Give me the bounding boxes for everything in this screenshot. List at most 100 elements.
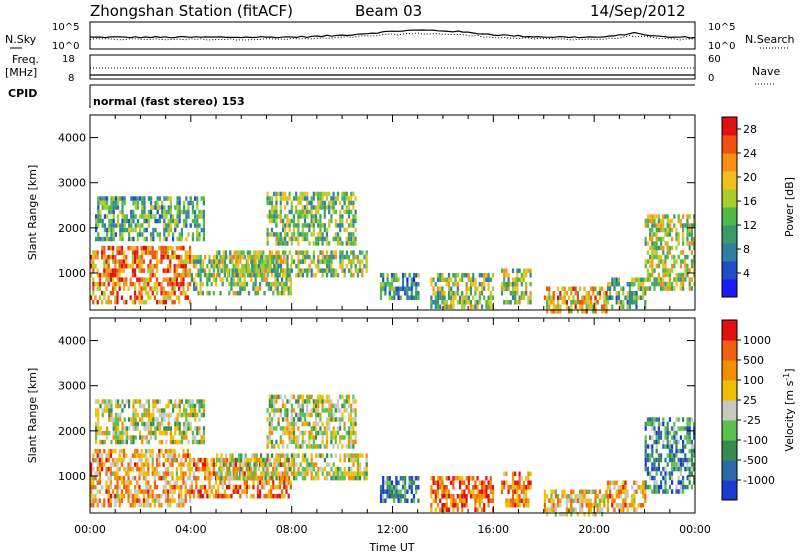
velocity-cell <box>527 480 530 485</box>
power-cell <box>182 263 185 269</box>
power-cell <box>255 254 258 260</box>
power-cell <box>140 259 143 264</box>
velocity-cell <box>657 453 660 458</box>
power-cell <box>156 254 159 260</box>
velocity-cell <box>642 489 645 494</box>
power-cell <box>272 281 275 287</box>
velocity-cell <box>273 444 276 449</box>
velocity-cell <box>140 448 143 454</box>
power-cell <box>239 277 242 282</box>
velocity-cell <box>286 466 289 472</box>
power-cell <box>176 236 179 242</box>
velocity-cell <box>606 498 609 503</box>
power-cell <box>162 299 165 305</box>
power-cell <box>259 286 262 291</box>
velocity-cell <box>261 475 264 481</box>
velocity-cell <box>642 494 645 499</box>
velocity-cell <box>626 489 629 494</box>
power-cell <box>156 196 159 201</box>
velocity-cell <box>150 435 153 440</box>
velocity-cell <box>359 466 362 472</box>
velocity-cell <box>297 471 300 476</box>
power-cell <box>103 250 106 255</box>
power-cell <box>178 214 181 219</box>
power-cell <box>303 196 307 201</box>
velocity-cell <box>140 453 143 458</box>
power-cell <box>241 272 244 278</box>
power-cell <box>231 272 234 278</box>
velocity-cell <box>206 457 209 463</box>
power-cell <box>119 232 122 237</box>
power-cell <box>359 263 362 269</box>
power-cell <box>290 200 293 206</box>
velocity-cell <box>153 502 156 508</box>
velocity-cell <box>399 489 402 494</box>
velocity-cell <box>123 493 126 499</box>
velocity-cell <box>671 462 674 467</box>
power-cell <box>406 291 409 296</box>
power-cell <box>684 277 687 282</box>
velocity-cell <box>184 471 187 476</box>
power-cell <box>224 254 227 260</box>
velocity-cell <box>354 435 357 440</box>
power-cell <box>279 191 282 197</box>
velocity-cell <box>189 403 192 409</box>
velocity-cell <box>583 489 586 494</box>
velocity-cell <box>410 485 413 490</box>
power-cell <box>138 295 141 300</box>
velocity-cell <box>98 453 101 458</box>
power-cell <box>312 205 315 210</box>
velocity-cell <box>284 457 287 463</box>
velocity-cell <box>220 457 223 463</box>
power-cell <box>550 295 553 300</box>
velocity-cell <box>339 466 342 472</box>
power-cell <box>114 263 117 269</box>
velocity-cell <box>465 476 468 481</box>
power-cell <box>193 277 196 282</box>
velocity-cell <box>145 498 148 503</box>
power-cell <box>173 272 176 278</box>
velocity-cell <box>198 403 201 409</box>
velocity-cell <box>96 457 99 463</box>
velocity-cell <box>151 448 154 454</box>
velocity-cell <box>474 507 477 512</box>
velocity-cell <box>131 493 134 499</box>
power-cell <box>628 295 631 300</box>
velocity-cell <box>386 489 389 494</box>
power-cell <box>328 268 331 273</box>
velocity-cell <box>123 480 126 485</box>
power-cell <box>143 200 146 206</box>
power-cell <box>278 290 281 296</box>
velocity-cell <box>295 421 298 427</box>
velocity-cell <box>310 408 313 413</box>
power-cell <box>129 245 132 251</box>
velocity-cell <box>341 403 344 409</box>
velocity-cell <box>651 421 654 427</box>
power-cell <box>308 223 311 228</box>
power-cell <box>339 254 342 260</box>
velocity-cell <box>354 453 357 458</box>
power-cell <box>167 268 170 273</box>
power-cell <box>284 268 287 273</box>
velocity-cell <box>590 489 593 494</box>
velocity-cell <box>99 426 102 431</box>
velocity-cell <box>671 489 674 494</box>
power-cell <box>290 259 293 264</box>
power-cell <box>134 254 137 260</box>
power-cell <box>218 250 221 255</box>
velocity-cell <box>96 471 99 476</box>
velocity-cell <box>337 466 340 472</box>
power-cell <box>430 304 433 309</box>
power-cell <box>263 268 266 273</box>
velocity-cell <box>145 502 148 508</box>
velocity-cell <box>386 480 389 485</box>
velocity-cell <box>321 430 324 436</box>
power-cell <box>132 218 135 224</box>
velocity-cell <box>147 408 150 413</box>
velocity-cell <box>195 466 198 472</box>
velocity-cell <box>343 453 346 458</box>
power-cell <box>299 268 302 273</box>
velocity-cell <box>686 462 689 467</box>
power-cell <box>163 227 166 233</box>
velocity-cell <box>447 489 451 494</box>
